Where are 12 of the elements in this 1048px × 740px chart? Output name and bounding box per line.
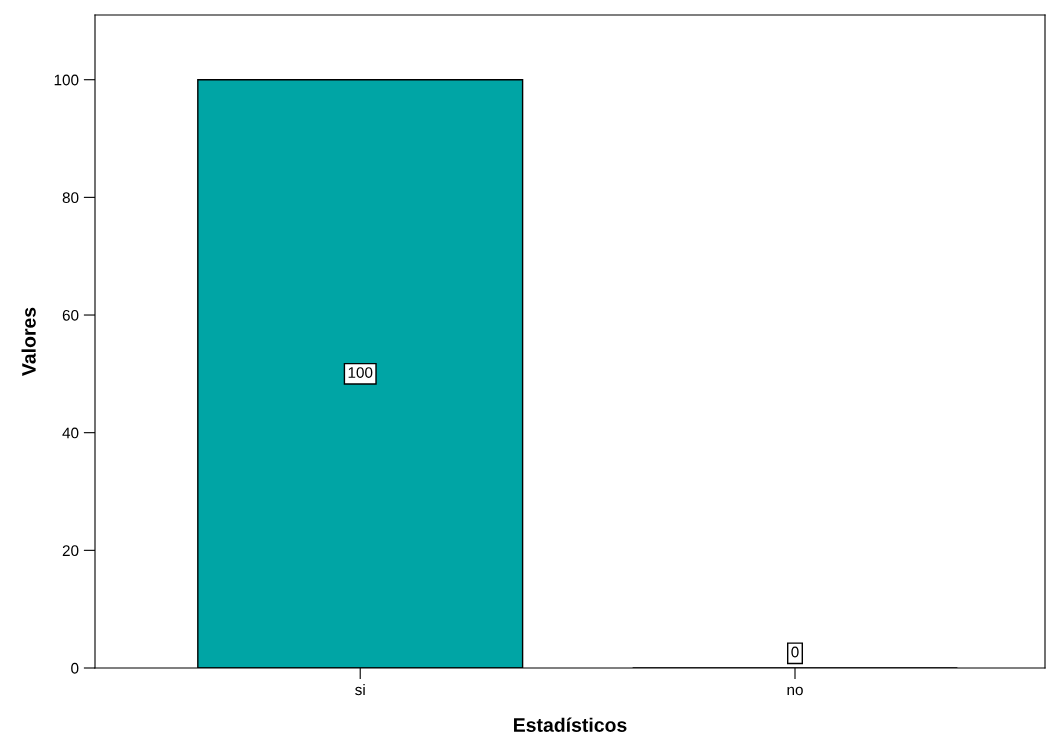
y-tick-label: 20 xyxy=(62,545,79,557)
x-tick-label: si xyxy=(355,683,365,696)
y-tick-label: 40 xyxy=(62,427,79,439)
y-tick-label: 100 xyxy=(54,74,79,86)
data-label: 100 xyxy=(348,367,373,378)
y-tick-label: 60 xyxy=(62,309,79,321)
x-tick-label: no xyxy=(787,686,803,696)
y-tick-label: 0 xyxy=(71,662,79,674)
data-label: 0 xyxy=(791,646,799,658)
x-axis-title: Estadísticos xyxy=(514,717,627,732)
y-axis-title: Valores xyxy=(21,307,36,376)
y-tick-label: 80 xyxy=(62,192,79,204)
